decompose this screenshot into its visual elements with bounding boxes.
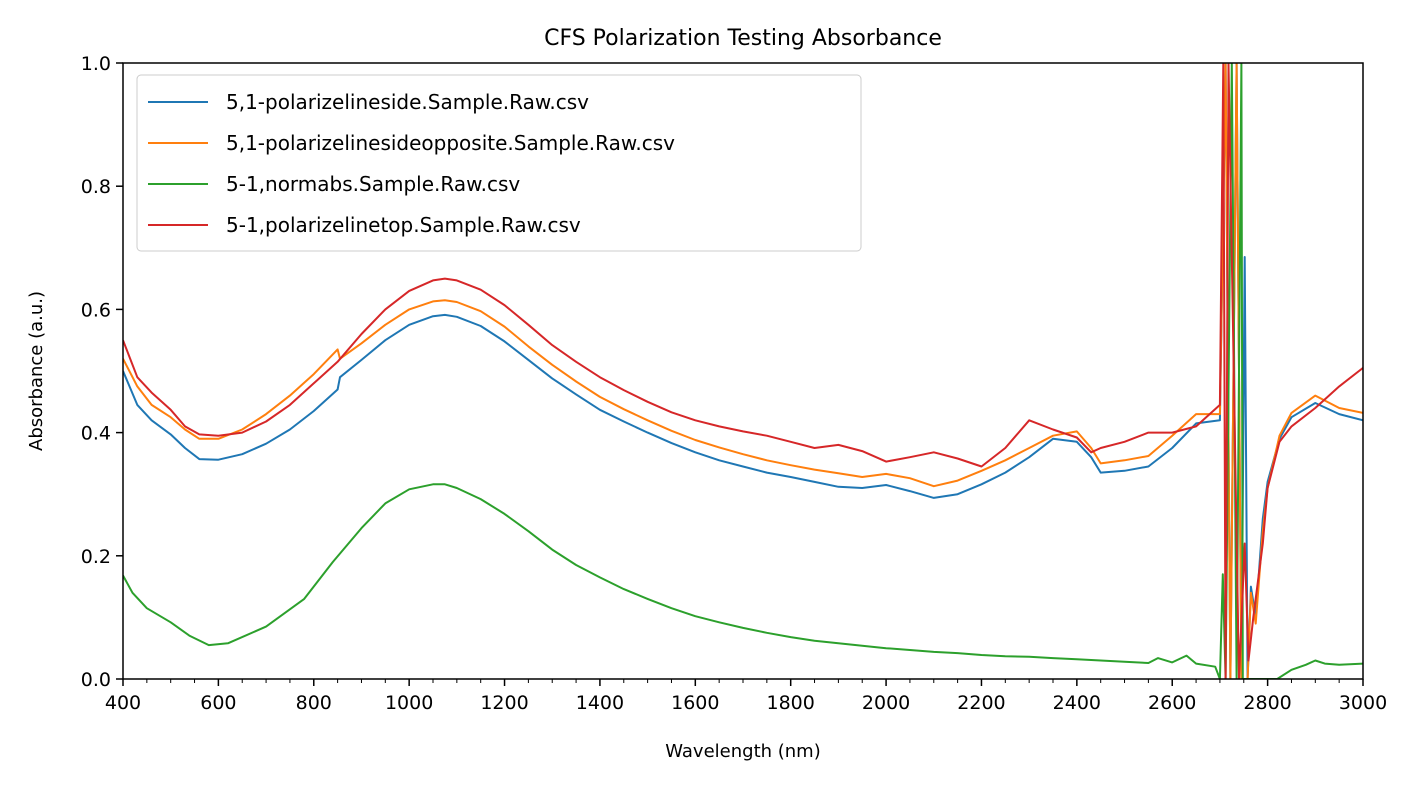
x-tick-label: 1200 [480,692,528,714]
y-tick-label: 0.6 [81,299,111,321]
x-tick-label: 600 [200,692,236,714]
legend-label: 5,1-polarizelineside.Sample.Raw.csv [226,90,589,114]
y-axis: 0.0 0.2 0.4 0.6 0.8 1.0 [81,53,123,691]
x-tick-label: 1800 [767,692,815,714]
series-line-2 [123,63,1363,679]
series-layer [123,63,1363,679]
legend-label: 5,1-polarizelinesideopposite.Sample.Raw.… [226,131,675,155]
x-tick-label: 1400 [576,692,624,714]
x-tick-label: 400 [105,692,141,714]
legend-frame [136,74,862,252]
x-tick-label: 1000 [385,692,433,714]
x-tick-label: 3000 [1339,692,1387,714]
x-tick-label: 2400 [1053,692,1101,714]
y-tick-label: 0.0 [81,669,111,691]
y-tick-label: 0.4 [81,423,111,445]
series-line-1 [123,63,1363,679]
x-tick-label: 2200 [957,692,1005,714]
x-tick-label: 2800 [1243,692,1291,714]
legend-label: 5-1,polarizelinetop.Sample.Raw.csv [226,213,581,237]
y-tick-label: 0.8 [81,176,111,198]
legend-label: 5-1,normabs.Sample.Raw.csv [226,172,520,196]
y-tick-label: 1.0 [81,53,111,75]
x-tick-label: 2600 [1148,692,1196,714]
legend: 5,1-polarizelineside.Sample.Raw.csv 5,1-… [136,74,862,252]
y-tick-label: 0.2 [81,546,111,568]
chart-title: CFS Polarization Testing Absorbance [544,26,942,51]
x-tick-label: 1600 [671,692,719,714]
series-line-3 [123,63,1363,679]
y-axis-label: Absorbance (a.u.) [26,291,47,451]
x-axis-label: Wavelength (nm) [665,741,821,762]
x-axis: 400 600 800 1000 1200 1400 1600 1800 2000 2200 240… [105,679,1387,714]
series-line-4 [123,63,1363,679]
x-tick-label: 2000 [862,692,910,714]
x-tick-label: 800 [296,692,332,714]
